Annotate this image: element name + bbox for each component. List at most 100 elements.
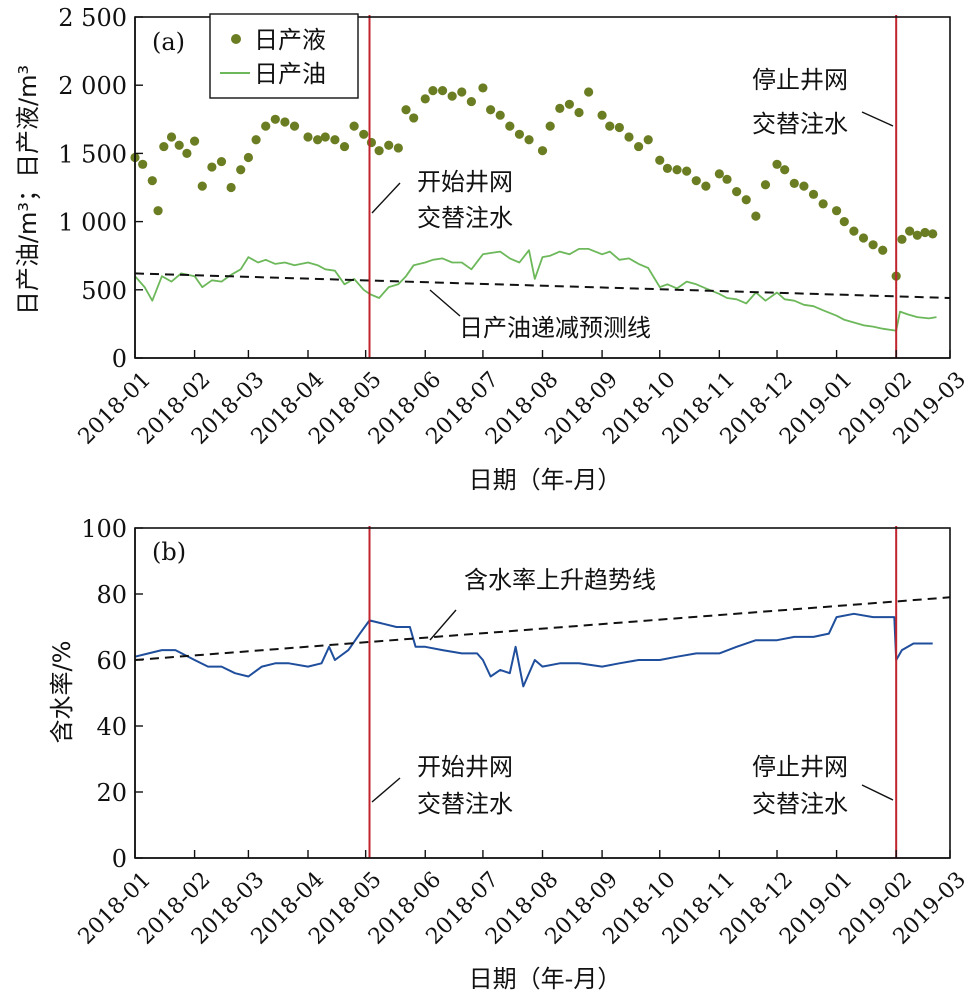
liquid-point [339,141,350,152]
liquid-point [682,166,692,176]
liquid-point [174,140,184,150]
y-tick-label: 2 500 [58,4,127,32]
panel-b-y-axis-label: 含水率/% [48,641,76,744]
liquid-point [437,86,448,96]
liquid-point [524,135,534,145]
liquid-point [597,110,607,120]
liquid-point [374,146,384,156]
liquid-point [401,105,411,115]
liquid-point [564,99,575,109]
liquid-point [905,226,915,236]
liquid-point [691,176,701,186]
liquid-point [236,165,246,175]
liquid-point [359,129,369,139]
liquid-point [672,165,682,175]
liquid-point [216,156,227,167]
legend-liquid-label: 日产液 [254,26,326,54]
legend-box [209,13,359,99]
liquid-point [313,135,323,145]
liquid-point [808,189,819,199]
liquid-point [147,176,157,186]
liquid-point [207,162,217,172]
liquid-point [849,226,859,236]
oil-series-line [134,248,937,332]
liquid-point [584,87,594,97]
liquid-point [486,105,496,115]
liquid-point [655,155,665,165]
trend-label: 日产油递减预测线 [459,314,651,342]
event-label-line2: 交替注水 [752,790,848,818]
legend-liquid-marker [231,34,241,44]
panel-a-x-axis-label: 日期（年-月） [469,466,622,494]
panel-b-label: (b) [152,538,186,566]
panel-a-label: (a) [152,28,185,56]
panel-a-y-axis-label: 日产油/m³；日产液/m³ [14,65,42,315]
liquid-point [153,206,163,216]
liquid-point [643,135,653,145]
liquid-point [280,117,290,127]
liquid-point [780,165,790,175]
liquid-point [189,136,200,146]
liquid-point [226,182,236,193]
liquid-point [466,96,476,107]
trend-line [134,272,951,299]
liquid-point [722,174,732,184]
liquid-point [320,132,330,142]
y-tick-label: 60 [96,647,127,675]
liquid-point [495,110,505,120]
liquid-point [478,83,488,93]
y-tick-label: 80 [96,581,127,609]
liquid-point [243,152,254,163]
liquid-point [732,186,742,197]
event-label-leader [371,182,401,214]
y-tick-label: 1 000 [58,209,127,237]
event-label-line2: 交替注水 [752,110,848,138]
liquid-point [251,135,261,145]
liquid-point [182,148,192,158]
liquid-point [197,181,207,191]
liquid-point [505,121,515,131]
water-cut-series-line [134,612,933,688]
liquid-point [159,141,169,152]
liquid-point [772,159,782,169]
panel-b-x-axis-label: 日期（年-月） [469,965,622,993]
event-label-leader [861,784,894,801]
liquid-point [537,146,548,156]
event-label-leader [371,777,401,803]
liquid-point [634,141,644,152]
event-label-line2: 交替注水 [417,790,513,818]
liquid-point [303,132,313,142]
liquid-point [760,180,771,190]
liquid-point [741,195,751,205]
event-label-line1: 停止井网 [752,66,848,94]
liquid-point [614,122,624,133]
event-label-line2: 交替注水 [417,204,513,232]
event-label-line1: 停止井网 [752,753,848,781]
liquid-point [330,135,340,145]
event-label-leader [861,111,894,127]
y-tick-label: 1 500 [58,140,127,168]
liquid-point [897,234,907,244]
liquid-point [799,181,809,191]
liquid-point [289,121,300,131]
liquid-point [261,121,271,131]
y-tick-label: 0 [112,345,127,373]
liquid-point [831,206,842,216]
liquid-point [928,229,938,239]
liquid-point [447,91,457,101]
legend: 日产液 日产油 [209,13,359,99]
trend-label-leader [429,609,457,641]
y-tick-label: 100 [81,515,127,543]
liquid-point [545,121,555,131]
y-tick-label: 0 [112,845,127,873]
liquid-point [420,94,430,104]
liquid-point [384,140,394,150]
liquid-point [818,199,828,209]
liquid-point [701,181,711,191]
liquid-point [574,107,584,118]
